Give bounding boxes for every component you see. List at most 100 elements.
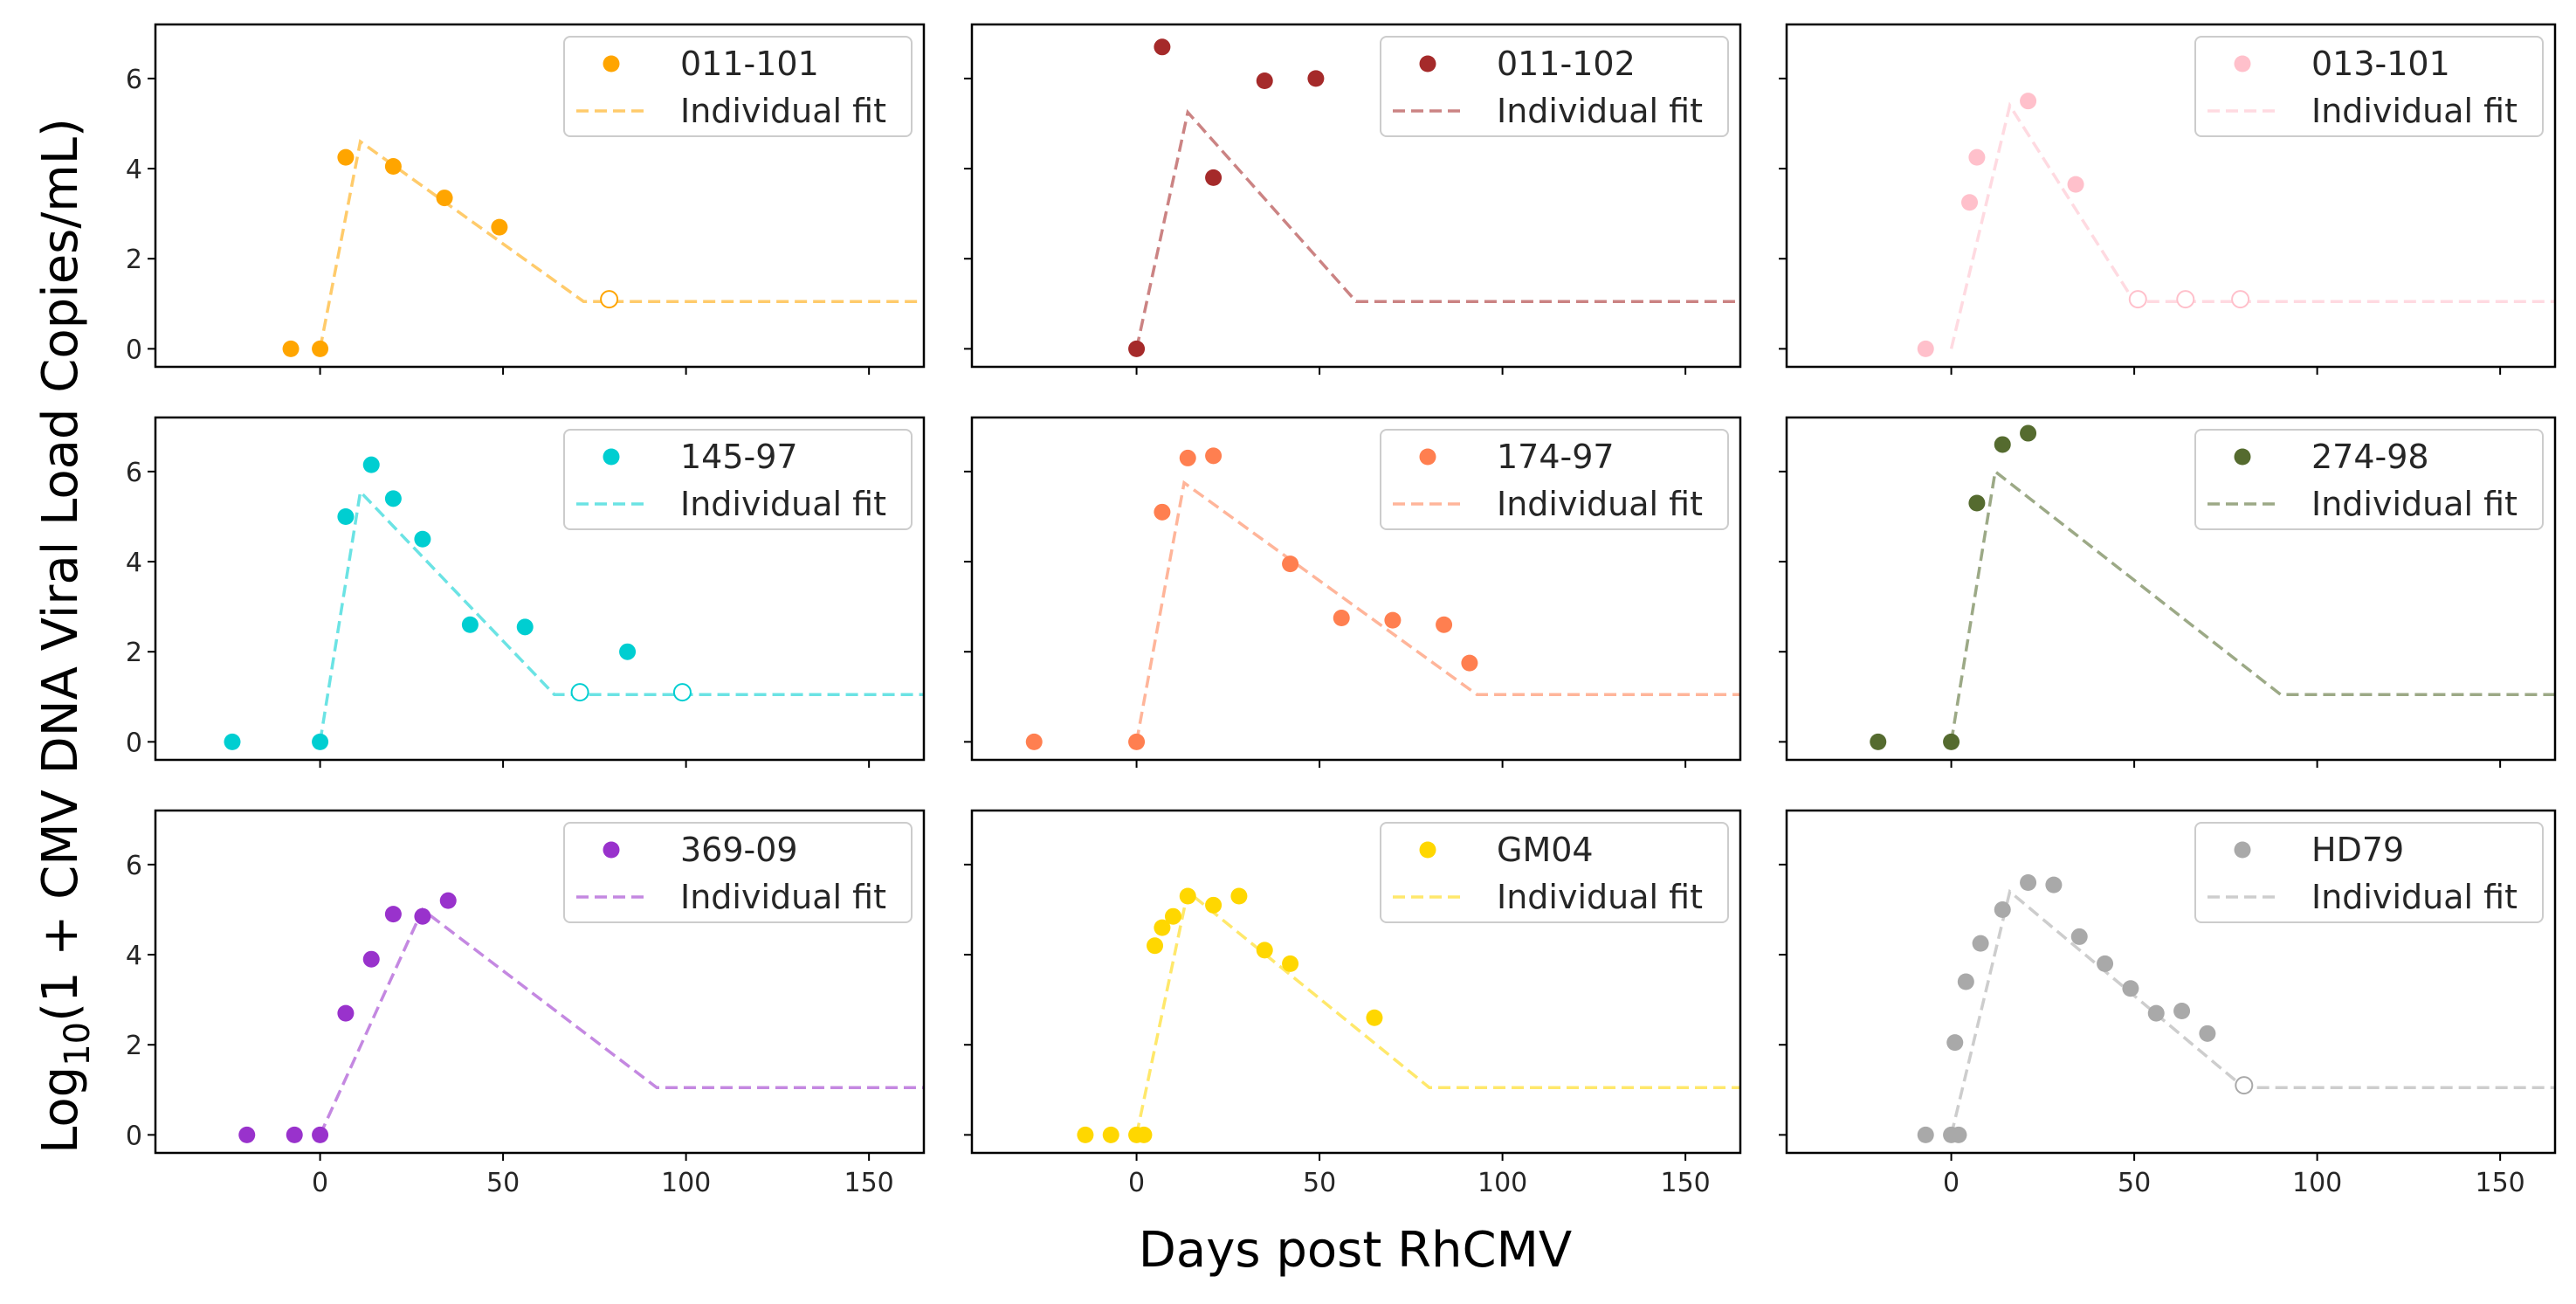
x-tick-label: 150 [1661, 1168, 1711, 1198]
legend-label-sample: 369-09 [680, 831, 798, 869]
legend-marker [603, 55, 620, 72]
y-tick-label: 2 [126, 638, 142, 668]
data-point [1366, 1009, 1383, 1026]
plot-area [1077, 887, 1740, 1143]
legend-box [1380, 429, 1729, 530]
data-point [1943, 733, 1960, 750]
x-tick-label: 150 [2476, 1168, 2525, 1198]
data-point [384, 906, 402, 923]
y-tick-label: 4 [126, 548, 142, 578]
legend-box [563, 429, 913, 530]
y-tick-label: 4 [126, 155, 142, 185]
censored-point [2231, 290, 2250, 309]
data-point [224, 733, 241, 750]
plot-area [1917, 93, 2555, 357]
x-tick-label: 50 [2118, 1168, 2151, 1198]
legend-label-fit: Individual fit [1497, 92, 1703, 130]
data-point [1154, 38, 1171, 56]
axes-frame [1785, 23, 2557, 369]
data-point [414, 907, 431, 925]
data-point [282, 340, 300, 357]
data-point [491, 218, 508, 236]
data-point [1917, 1126, 1934, 1143]
data-point [1179, 887, 1196, 905]
data-point [2020, 93, 2037, 110]
legend-label-sample: 274-98 [2311, 438, 2429, 476]
data-point [286, 1126, 303, 1143]
fit-line [1949, 468, 2555, 742]
legend-label-sample: HD79 [2311, 831, 2404, 869]
data-point [516, 618, 534, 636]
plot-area [224, 456, 924, 750]
data-point [362, 950, 380, 968]
data-point [1972, 935, 1989, 952]
panel-369-09: 0 2 4 6 0 50 100 150 369-09 Individual fit [126, 809, 926, 1198]
data-point [312, 733, 329, 750]
x-tick-label: 150 [844, 1168, 894, 1198]
axes-frame [154, 809, 926, 1155]
fit-line [318, 488, 924, 742]
data-point [1256, 72, 1273, 89]
x-tick-label: 0 [312, 1168, 328, 1198]
censored-point [2176, 290, 2195, 309]
data-point [1436, 616, 1453, 633]
y-tick-label: 0 [126, 1121, 142, 1151]
legend-label-fit: Individual fit [2311, 485, 2517, 523]
legend-label-fit: Individual fit [2311, 878, 2517, 916]
axes-frame [970, 23, 1742, 369]
legend-label-sample: 011-102 [1497, 45, 1636, 83]
panel-HD79: 0 50 100 150 HD79 Individual fit [1779, 809, 2557, 1198]
legend-marker [1419, 448, 1436, 466]
x-tick-label: 0 [1943, 1168, 1960, 1198]
legend-label-fit: Individual fit [680, 92, 886, 130]
legend-label-fit: Individual fit [680, 878, 886, 916]
panel-013-101: 013-101 Individual fit [1779, 23, 2557, 375]
data-point [1205, 169, 1223, 186]
data-point [2147, 1004, 2165, 1022]
data-point [384, 490, 402, 507]
panel-274-98: 274-98 Individual fit [1779, 416, 2557, 768]
data-point [1957, 973, 1974, 990]
censored-point [600, 290, 619, 309]
plot-area [1917, 874, 2555, 1143]
legend-label-sample: 013-101 [2311, 45, 2450, 83]
data-point [436, 190, 453, 207]
y-tick-label: 0 [126, 335, 142, 365]
data-point [2173, 1003, 2191, 1020]
data-point [337, 507, 355, 525]
data-point [1102, 1126, 1119, 1143]
data-point [337, 1004, 355, 1022]
y-axis-title: Log10(1 + CMV DNA Viral Load Copies/mL) [32, 118, 98, 1154]
data-point [1968, 494, 1986, 512]
x-axis-title: Days post RhCMV [1139, 1222, 1572, 1279]
x-tick-label: 50 [1303, 1168, 1336, 1198]
data-point [1968, 148, 1986, 166]
legend-label-fit: Individual fit [1497, 878, 1703, 916]
data-point [1154, 503, 1171, 521]
legend-marker [2234, 55, 2251, 72]
data-point [1077, 1126, 1094, 1143]
legend-label-fit: Individual fit [680, 485, 886, 523]
x-tick-label: 100 [661, 1168, 711, 1198]
data-point [1128, 340, 1146, 357]
axes-frame [970, 809, 1742, 1155]
data-point [1256, 942, 1273, 959]
panel-GM04: 0 50 100 150 GM04 Individual fit [964, 809, 1742, 1198]
plot-area [1128, 38, 1740, 357]
legend-marker [1419, 841, 1436, 859]
panel-174-97: 174-97 Individual fit [964, 416, 1742, 768]
panel-011-101: 0 2 4 6 011-101 Individual fit [126, 23, 926, 375]
legend-box [563, 36, 913, 137]
y-tick-label: 6 [126, 458, 142, 488]
legend-marker [603, 448, 620, 466]
fit-line [1949, 101, 2555, 349]
data-point [1147, 937, 1164, 955]
data-point [1333, 610, 1350, 627]
data-point [1917, 340, 1934, 357]
data-point [1135, 1126, 1153, 1143]
data-point [337, 148, 355, 166]
legend-marker [2234, 448, 2251, 466]
legend-marker [2234, 841, 2251, 859]
data-point [1282, 955, 1299, 972]
